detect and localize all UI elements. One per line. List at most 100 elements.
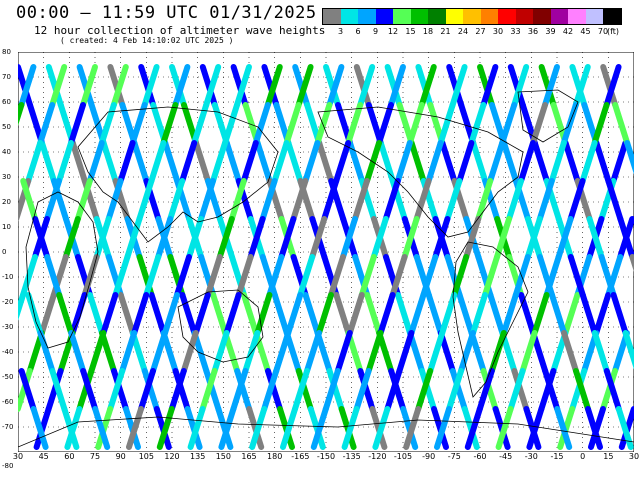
latitude-label: 0 <box>2 248 7 256</box>
altimeter-track-segment <box>230 64 249 108</box>
altimeter-track-segment <box>141 64 160 108</box>
altimeter-track-segment <box>593 292 612 336</box>
altimeter-track-segment <box>531 292 550 336</box>
altimeter-track-segment <box>235 254 254 298</box>
altimeter-track-segment <box>160 102 179 146</box>
altimeter-track-segment <box>418 64 437 108</box>
altimeter-track-segment <box>585 406 603 450</box>
altimeter-track-segment <box>555 216 574 260</box>
altimeter-track-segment <box>446 64 465 108</box>
altimeter-track-segment <box>511 368 530 412</box>
longitude-label: 45 <box>38 452 49 461</box>
colorbar-label: 15 <box>405 27 416 36</box>
altimeter-track-segment <box>204 254 223 298</box>
bottom-latitude-label: -80 <box>2 462 14 470</box>
longitude-label: 105 <box>138 452 154 461</box>
altimeter-track-segment <box>295 368 314 412</box>
altimeter-track-segment <box>38 292 57 336</box>
altimeter-track-segment <box>25 140 44 184</box>
altimeter-track-segment <box>475 178 494 222</box>
altimeter-track-segment <box>384 368 403 412</box>
altimeter-track-segment <box>501 140 519 184</box>
altimeter-track-segment <box>76 368 95 412</box>
altimeter-track-segment <box>107 64 126 108</box>
altimeter-track-segment <box>569 368 588 412</box>
longitude-label: 60 <box>64 452 75 461</box>
altimeter-track-segment <box>45 64 64 108</box>
altimeter-track-segment <box>18 64 37 108</box>
altimeter-track-segment <box>444 178 463 222</box>
altimeter-track-segment <box>295 64 314 108</box>
latitude-label: -50 <box>2 373 14 381</box>
altimeter-track-segment <box>138 64 157 108</box>
altimeter-track-segment <box>136 178 155 222</box>
colorbar-label: 42 <box>562 27 574 36</box>
altimeter-track-segment <box>62 216 81 260</box>
altimeter-track-segment <box>573 368 591 412</box>
colorbar-unit: (ft) <box>607 27 620 36</box>
altimeter-track-segment <box>203 368 222 412</box>
altimeter-track-segment <box>569 64 588 108</box>
altimeter-track-segment <box>172 64 191 108</box>
altimeter-track-segment <box>449 64 468 108</box>
altimeter-track-segment <box>30 406 49 450</box>
latitude-label: 10 <box>2 223 11 231</box>
altimeter-track-segment <box>100 140 119 184</box>
altimeter-track-segment <box>252 102 271 146</box>
altimeter-track-segment <box>20 178 39 222</box>
altimeter-track-segment <box>562 292 581 336</box>
altimeter-track-segment <box>458 330 476 374</box>
altimeter-track-segment <box>112 254 131 298</box>
altimeter-track-segment <box>413 178 432 222</box>
altimeter-track-segment <box>333 292 352 336</box>
altimeter-track-segment <box>304 330 322 374</box>
altimeter-track-segment <box>600 368 618 412</box>
altimeter-track-segment <box>44 254 63 298</box>
longitude-label: -150 <box>316 452 336 461</box>
altimeter-track-segment <box>408 140 427 184</box>
colorbar-label: 9 <box>372 27 379 36</box>
altimeter-track-segment <box>456 140 475 184</box>
altimeter-track-segment <box>341 406 360 450</box>
altimeter-track-segment <box>107 368 126 412</box>
altimeter-track-segment <box>199 368 218 412</box>
altimeter-track-segment <box>591 330 610 374</box>
altimeter-track-segment <box>68 102 86 146</box>
altimeter-track-segment <box>388 368 407 412</box>
altimeter-track-segment <box>261 368 280 412</box>
altimeter-track-segment <box>199 64 218 108</box>
altimeter-track-segment <box>353 64 372 108</box>
altimeter-track-segment <box>174 254 192 298</box>
altimeter-track-segment <box>382 178 401 222</box>
altimeter-track-segment <box>18 368 33 412</box>
altimeter-track-segment <box>216 216 235 260</box>
altimeter-track-segment <box>524 216 543 260</box>
altimeter-track-segment <box>240 140 259 184</box>
altimeter-track-segment <box>376 102 394 146</box>
wave-height-map <box>18 52 634 452</box>
altimeter-track-segment <box>278 216 297 260</box>
altimeter-track-segment <box>49 64 68 108</box>
altimeter-track-segment <box>61 406 80 450</box>
longitude-label: -15 <box>550 452 564 461</box>
latitude-label: -30 <box>2 323 14 331</box>
altimeter-track-segment <box>131 140 150 184</box>
altimeter-track-segment <box>358 254 377 298</box>
altimeter-track-segment <box>234 64 252 108</box>
altimeter-track-segment <box>180 330 199 374</box>
altimeter-track-segment <box>434 406 452 450</box>
latitude-label: 20 <box>2 198 11 206</box>
longitude-label: 165 <box>241 452 257 461</box>
altimeter-track-segment <box>88 330 107 374</box>
longitude-label: -135 <box>342 452 361 461</box>
altimeter-track-segment <box>92 406 111 450</box>
altimeter-track-segment <box>334 330 353 374</box>
altimeter-track-segment <box>523 406 542 450</box>
colorbar-label: 70 <box>597 27 609 36</box>
altimeter-track-segment <box>254 140 273 184</box>
altimeter-track-segment <box>259 178 278 222</box>
longitude-label: -75 <box>447 452 461 461</box>
longitude-label: -105 <box>393 452 413 461</box>
altimeter-track-segment <box>610 292 629 336</box>
altimeter-track-segment <box>76 64 95 108</box>
